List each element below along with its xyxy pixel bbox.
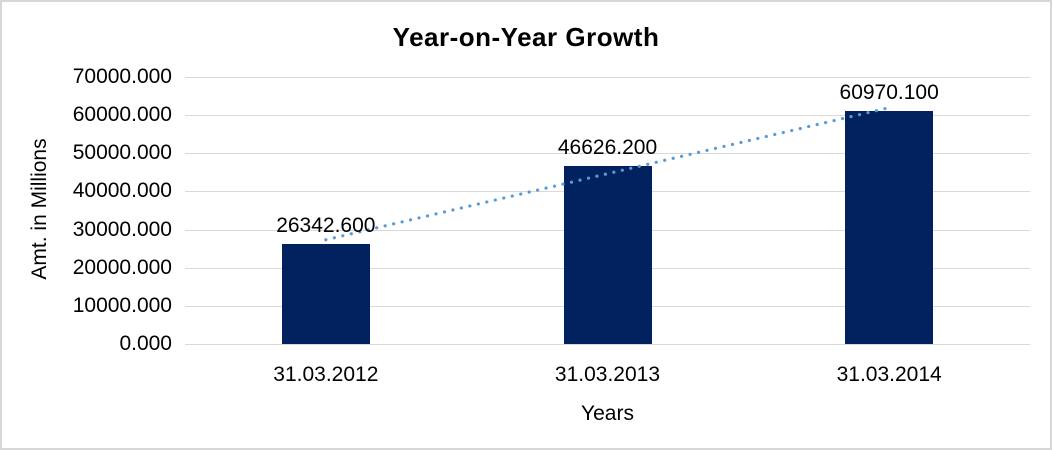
bar-31.03.2014 bbox=[845, 111, 934, 344]
y-axis-tick-label: 20000.000 bbox=[72, 255, 172, 279]
y-axis-tick-label: 50000.000 bbox=[72, 141, 172, 165]
chart-title: Year-on-Year Growth bbox=[392, 22, 660, 52]
y-axis-tick-label: 10000.000 bbox=[72, 293, 172, 317]
y-axis-tick-label: 70000.000 bbox=[72, 65, 172, 88]
gridline bbox=[185, 77, 1030, 78]
y-axis-tick-label: 40000.000 bbox=[72, 179, 172, 203]
x-axis-tick-label: 31.03.2013 bbox=[554, 363, 661, 386]
data-label: 60970.100 bbox=[839, 81, 939, 105]
x-axis-title: Years bbox=[581, 402, 634, 425]
data-label: 46626.200 bbox=[557, 136, 658, 160]
x-axis-tick-label: 31.03.2012 bbox=[273, 363, 379, 386]
y-axis-tick-label: 60000.000 bbox=[72, 103, 172, 127]
gridline bbox=[185, 153, 1030, 155]
data-label: 26342.600 bbox=[276, 213, 376, 237]
y-axis-tick-label: 0.000 bbox=[119, 332, 172, 355]
y-axis-tick-label: 30000.000 bbox=[72, 217, 172, 241]
gridline bbox=[185, 344, 1030, 345]
gridline bbox=[185, 115, 1030, 117]
plot-area bbox=[185, 77, 1030, 345]
trendline bbox=[324, 106, 891, 242]
x-axis-tick-label: 31.03.2014 bbox=[836, 363, 942, 386]
bar-31.03.2013 bbox=[563, 166, 652, 344]
bar-31.03.2012 bbox=[281, 243, 370, 344]
